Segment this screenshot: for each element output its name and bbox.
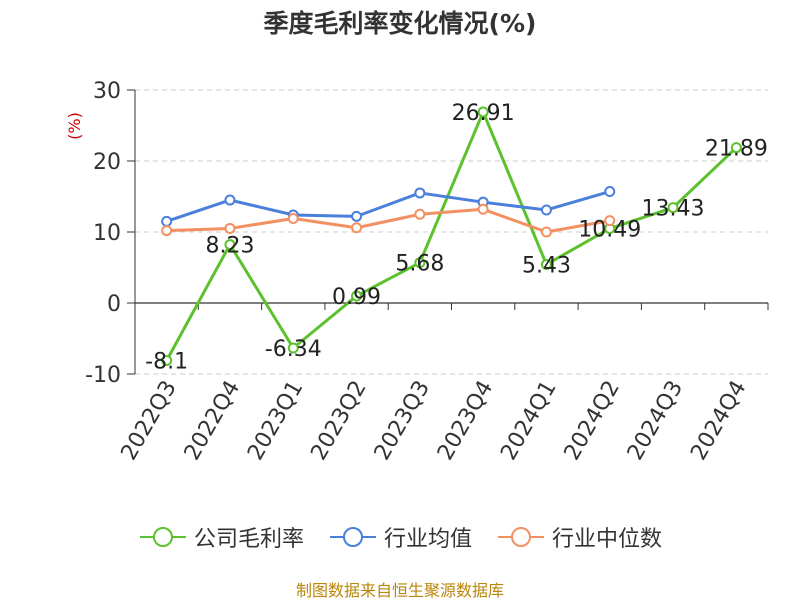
y-tick-label: 0 (107, 292, 121, 317)
source-note: 制图数据来自恒生聚源数据库 (295, 581, 504, 600)
data-label: 8.23 (205, 234, 254, 259)
y-tick-label: 30 (93, 79, 121, 104)
chart-title: 季度毛利率变化情况(%) (263, 9, 537, 38)
data-label: 26.91 (452, 101, 515, 126)
legend-item: 公司毛利率 (138, 521, 304, 553)
legend-swatch-marker (511, 527, 531, 547)
x-tick-label: 2023Q2 (306, 377, 371, 465)
data-point (161, 215, 173, 227)
legend-label: 行业中位数 (552, 527, 663, 552)
data-label: -6.34 (265, 337, 322, 362)
data-labels: -8.1 8.23 -6.34 0.99 5.68 26.91 5.43 10.4913.43… (145, 101, 768, 375)
data-label: 10.49 (578, 218, 641, 243)
data-point (730, 142, 742, 154)
y-tick-label: 20 (93, 150, 121, 175)
series-line (166, 190, 611, 223)
data-label: 5.68 (395, 252, 444, 277)
data-point (604, 186, 616, 198)
data-point (540, 226, 552, 238)
legend-swatch-marker (342, 527, 363, 547)
data-point (161, 355, 173, 367)
data-point (351, 222, 363, 234)
data-point (540, 258, 552, 270)
data-label: 0.99 (332, 285, 381, 310)
legend-item: 行业中位数 (496, 521, 662, 553)
data-label: 5.43 (522, 253, 571, 278)
x-tick-label: 2023Q3 (370, 376, 435, 464)
data-point (287, 342, 299, 354)
data-label: 21.89 (705, 137, 768, 162)
data-point (351, 210, 363, 222)
data-point (224, 194, 236, 206)
x-tick-label: 2023Q1 (243, 377, 308, 465)
x-tick-label: 2024Q2 (560, 377, 625, 465)
grid-lines (135, 89, 768, 375)
data-point (161, 225, 173, 237)
data-point (224, 239, 236, 251)
data-point (414, 187, 426, 199)
x-tick-label: 2024Q4 (686, 377, 751, 465)
data-point (604, 215, 616, 227)
series-line (165, 110, 738, 362)
data-point (287, 213, 299, 225)
legend-item: 行业均值 (328, 521, 472, 553)
data-point (477, 106, 489, 118)
legend: 公司毛利率 行业均值 行业中位数 (0, 519, 800, 555)
data-point (351, 290, 363, 302)
legend-swatch-marker (152, 527, 173, 547)
x-tick-label: 2022Q4 (180, 377, 245, 465)
x-tick-label: 2024Q1 (496, 377, 561, 465)
x-tick-label: 2023Q4 (433, 377, 498, 465)
data-label: 13.43 (642, 197, 705, 222)
series-layer (161, 106, 742, 367)
y-tick-label: 10 (93, 221, 121, 246)
data-point (414, 208, 426, 220)
x-tick-label: 2022Q3 (117, 377, 182, 465)
data-point (477, 203, 489, 215)
legend-swatch (329, 527, 376, 547)
legend-swatch (139, 527, 186, 547)
data-point (414, 257, 426, 269)
legend-label: 行业均值 (383, 527, 472, 552)
data-point (540, 204, 552, 216)
legend-label: 公司毛利率 (193, 527, 304, 552)
data-label: -8.1 (145, 350, 188, 375)
y-tick-label: -10 (85, 363, 121, 388)
y-axis-label: (%) (65, 112, 84, 140)
data-point (667, 202, 679, 214)
series-line (166, 207, 611, 234)
legend-swatch (498, 527, 544, 547)
data-point (224, 222, 236, 234)
x-tick-label: 2024Q3 (623, 377, 688, 465)
